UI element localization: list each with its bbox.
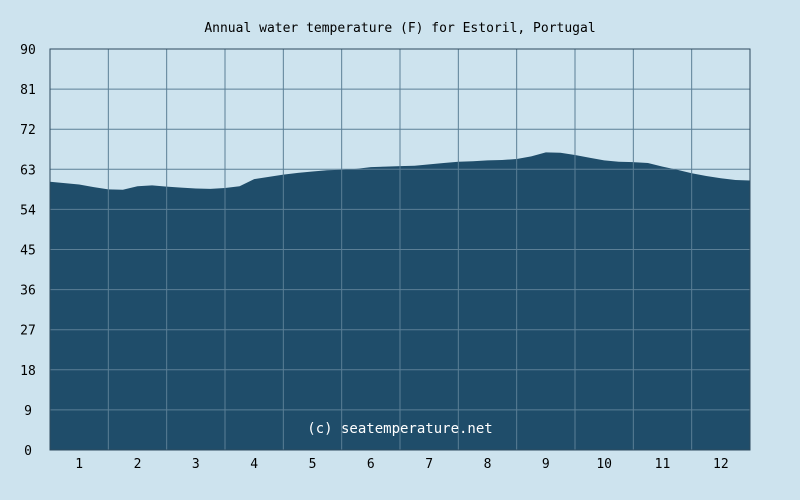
y-tick-label: 9 [24,404,32,419]
y-tick-label: 72 [20,123,36,138]
y-tick-label: 90 [20,43,36,58]
y-tick-label: 18 [20,364,36,379]
x-tick-label: 7 [425,457,433,472]
x-tick-label: 11 [655,457,671,472]
plot-frame [49,48,751,451]
x-tick-label: 1 [75,457,83,472]
y-tick-label: 45 [20,244,36,259]
x-axis-ticks: 1 2 3 4 5 6 7 8 9 10 11 12 [75,457,728,472]
y-tick-label: 27 [20,324,36,339]
x-tick-label: 5 [309,457,317,472]
watermark: (c) seatemperature.net [307,421,492,437]
y-axis-ticks: 0 9 18 27 36 45 54 63 72 81 90 [20,43,36,459]
chart-title: Annual water temperature (F) for Estoril… [204,21,595,36]
x-tick-label: 12 [713,457,729,472]
y-tick-label: 81 [20,83,36,98]
x-tick-label: 3 [192,457,200,472]
x-tick-label: 9 [542,457,550,472]
grid-lines [49,48,751,451]
x-tick-label: 8 [484,457,492,472]
y-tick-label: 0 [24,444,32,459]
x-tick-label: 2 [134,457,142,472]
y-tick-label: 63 [20,163,36,178]
y-tick-label: 36 [20,284,36,299]
x-tick-label: 4 [250,457,258,472]
y-tick-label: 54 [20,203,36,218]
x-tick-label: 6 [367,457,375,472]
x-tick-label: 10 [596,457,612,472]
